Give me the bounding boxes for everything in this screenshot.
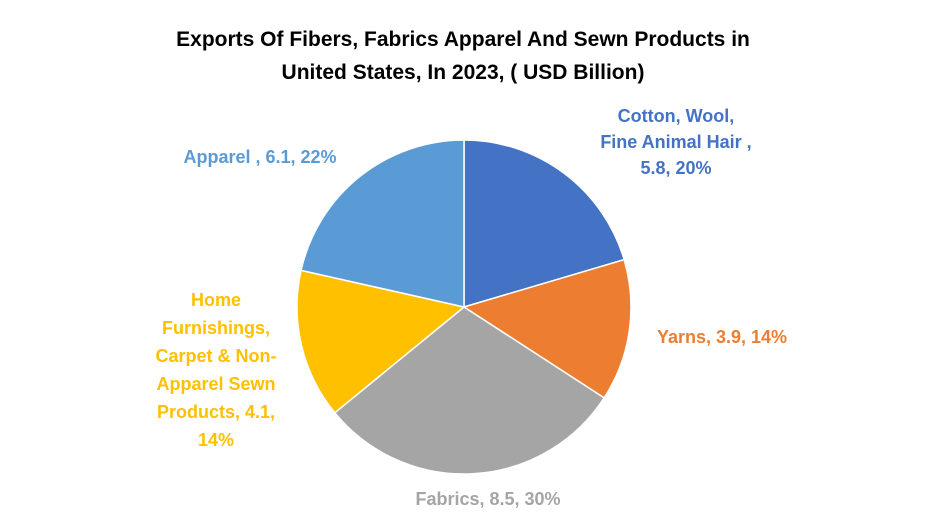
chart-title-line-2: United States, In 2023, ( USD Billion) <box>282 61 645 84</box>
pie-slice-2 <box>462 258 632 399</box>
data-label-line: Fine Animal Hair , <box>600 132 751 152</box>
data-label-5: Apparel , 6.1, 22% <box>183 147 336 167</box>
data-label-line: Furnishings, <box>162 318 270 338</box>
pie-data-labels: Cotton, Wool, Fine Animal Hair , 5.8, 20% Y… <box>156 106 788 509</box>
data-label-1: Cotton, Wool, Fine Animal Hair , 5.8, 20% <box>600 106 751 178</box>
data-label-line: 5.8, 20% <box>640 158 711 178</box>
data-label-line: Apparel , 6.1, 22% <box>183 147 336 167</box>
data-label-3: Fabrics, 8.5, 30% <box>415 489 560 509</box>
data-label-line: 14% <box>198 430 234 450</box>
pie-slice-3 <box>333 306 606 475</box>
data-label-line: Home <box>191 290 241 310</box>
data-label-line: Apparel Sewn <box>156 374 275 394</box>
data-label-line: Yarns, 3.9, 14% <box>657 327 787 347</box>
data-label-line: Fabrics, 8.5, 30% <box>415 489 560 509</box>
chart-title: Exports Of Fibers, Fabrics Apparel And S… <box>176 28 750 84</box>
data-label-line: Products, 4.1, <box>157 402 275 422</box>
data-label-2: Yarns, 3.9, 14% <box>657 327 787 347</box>
data-label-line: Carpet & Non- <box>156 346 277 366</box>
pie-slice-5 <box>300 139 465 308</box>
data-label-4: Home Furnishings, Carpet & Non- Apparel Sew… <box>156 290 277 450</box>
pie-slice-4 <box>296 269 466 414</box>
pie-slices <box>296 139 632 475</box>
data-label-line: Cotton, Wool, <box>618 106 735 126</box>
pie-slice-1 <box>463 139 626 309</box>
chart-title-line-1: Exports Of Fibers, Fabrics Apparel And S… <box>176 28 750 51</box>
